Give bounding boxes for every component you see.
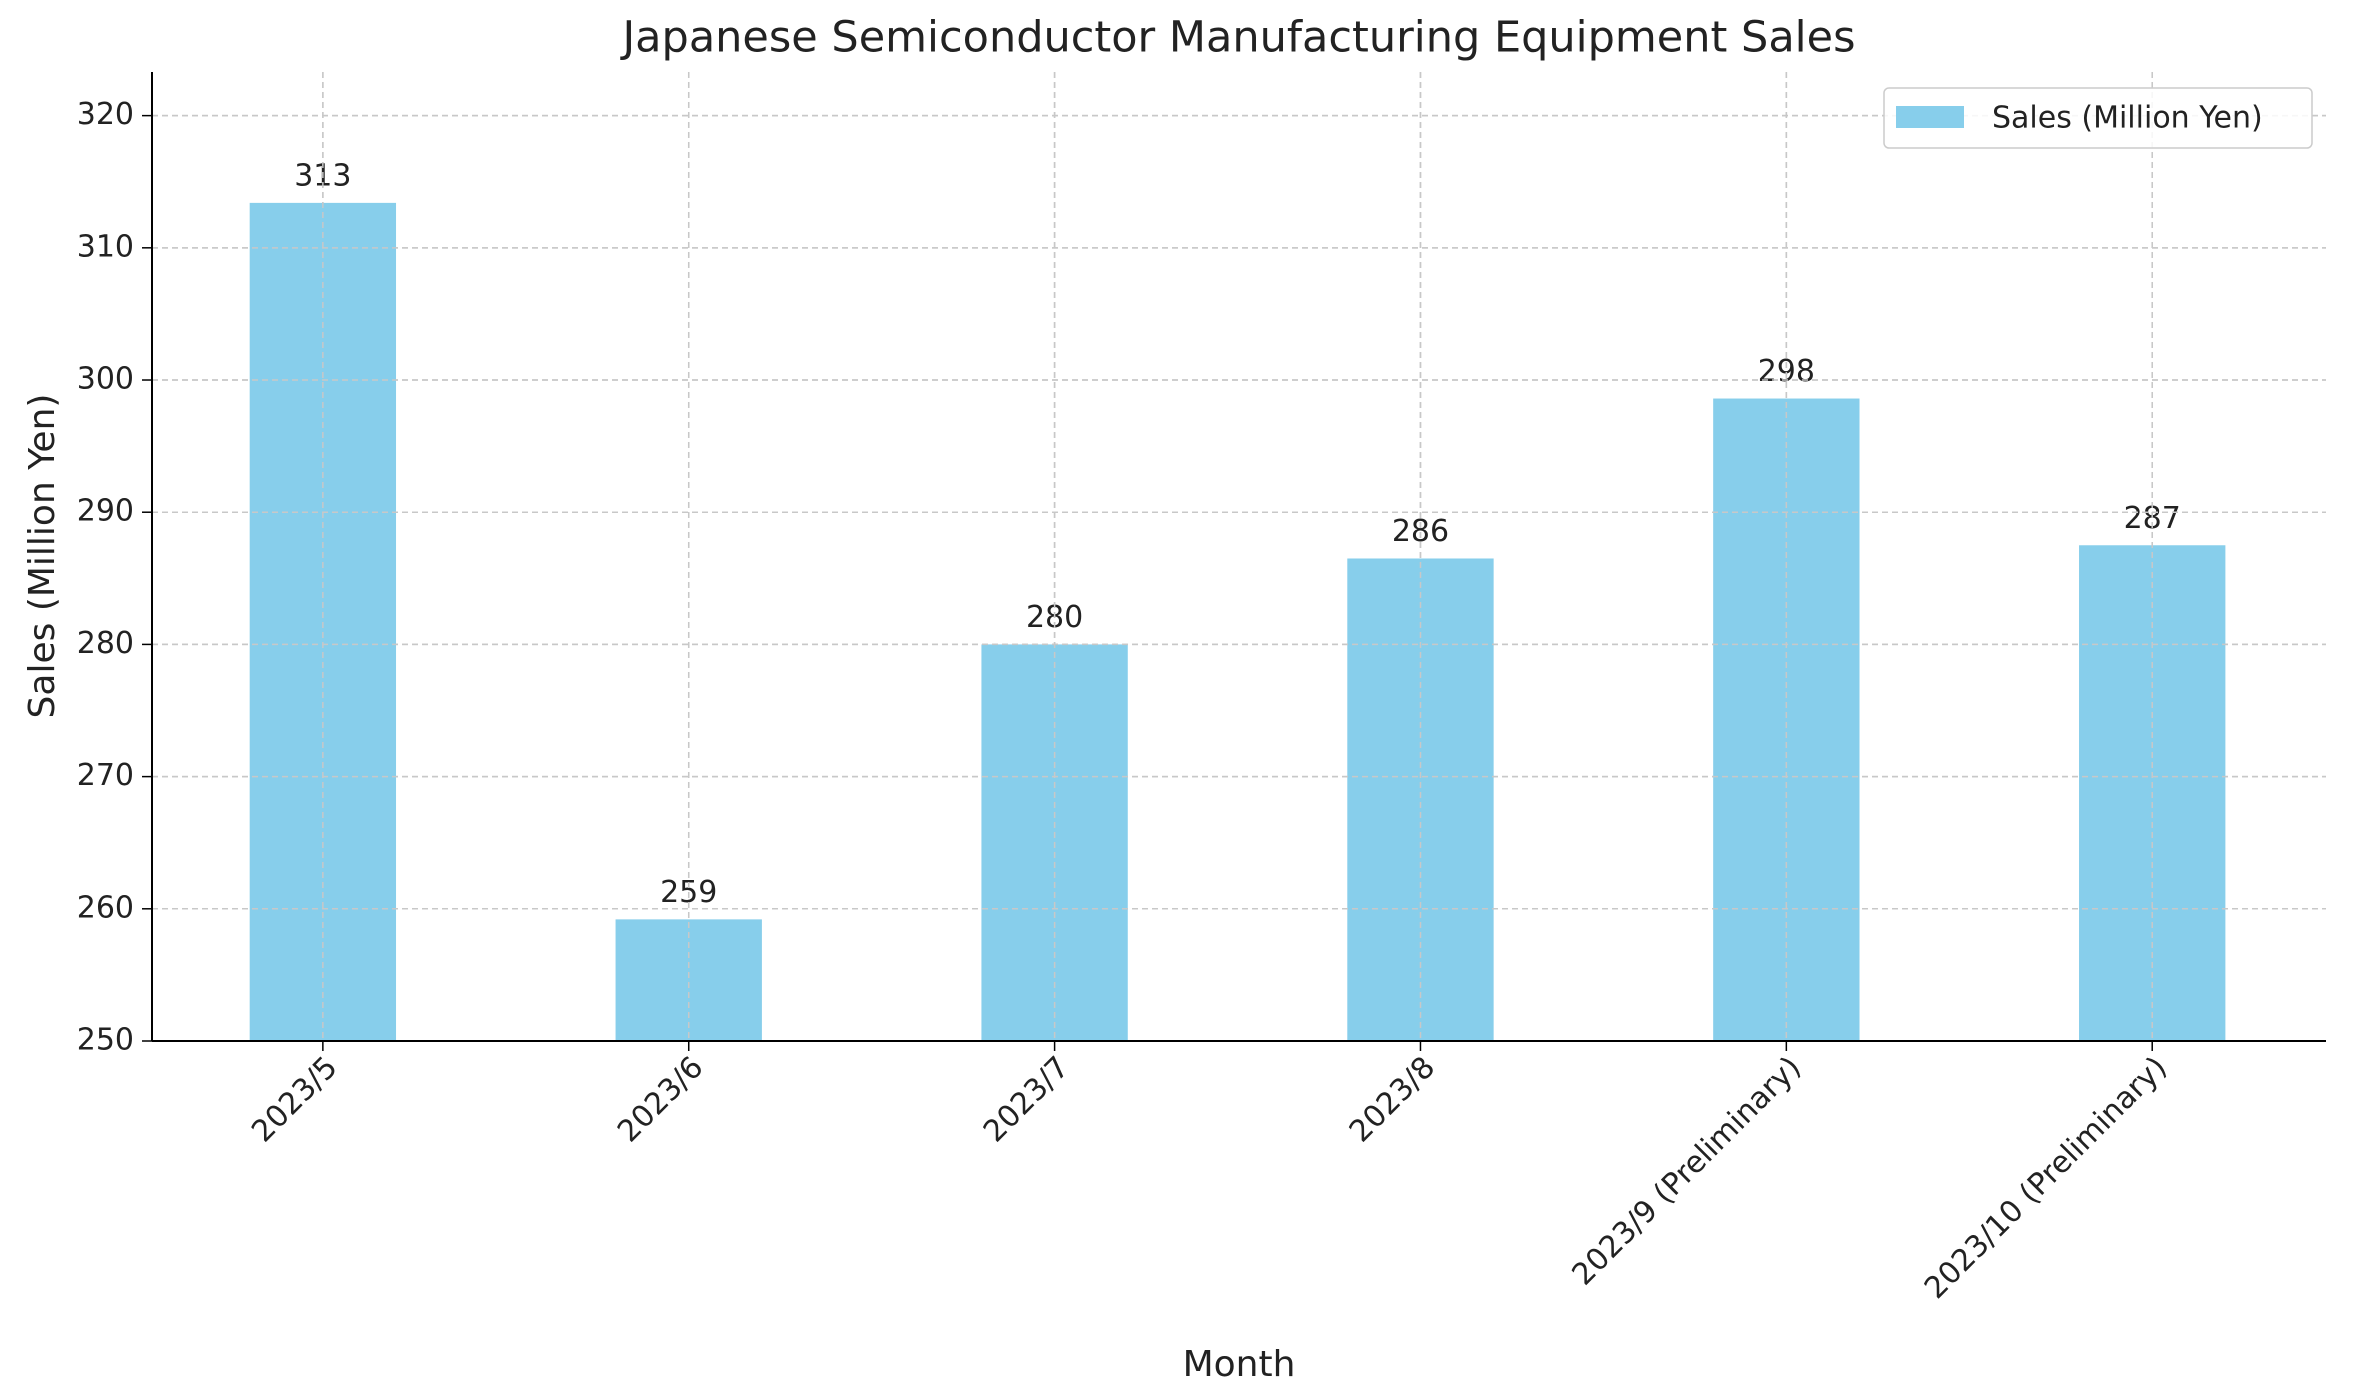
bar [615, 919, 762, 1041]
x-tick-label: 2023/9 (Preliminary) [1566, 1050, 1808, 1292]
x-axis-label: Month [1183, 1344, 1296, 1385]
y-tick-label: 290 [77, 494, 134, 529]
y-tick-label: 270 [77, 758, 134, 793]
y-tick-label: 250 [77, 1023, 134, 1058]
chart-title: Japanese Semiconductor Manufacturing Equ… [620, 13, 1856, 63]
y-tick-label: 300 [77, 362, 134, 397]
legend-box [1883, 87, 2313, 149]
x-tick-label: 2023/8 [1343, 1050, 1442, 1149]
legend-label: Sales (Million Yen) [1992, 101, 2263, 136]
x-tick-label: 2023/5 [245, 1050, 344, 1149]
x-tick-label: 2023/7 [977, 1050, 1076, 1149]
y-tick-label: 260 [77, 890, 134, 925]
bar [1347, 558, 1494, 1041]
y-tick-label: 280 [77, 626, 134, 661]
x-tick-label: 2023/6 [611, 1050, 710, 1149]
x-tick-label: 2023/10 (Preliminary) [1918, 1050, 2174, 1306]
y-tick-label: 310 [77, 229, 134, 264]
y-axis-label: Sales (Million Yen) [22, 394, 63, 719]
y-tick-label: 320 [77, 97, 134, 132]
legend-swatch [1896, 106, 1964, 128]
